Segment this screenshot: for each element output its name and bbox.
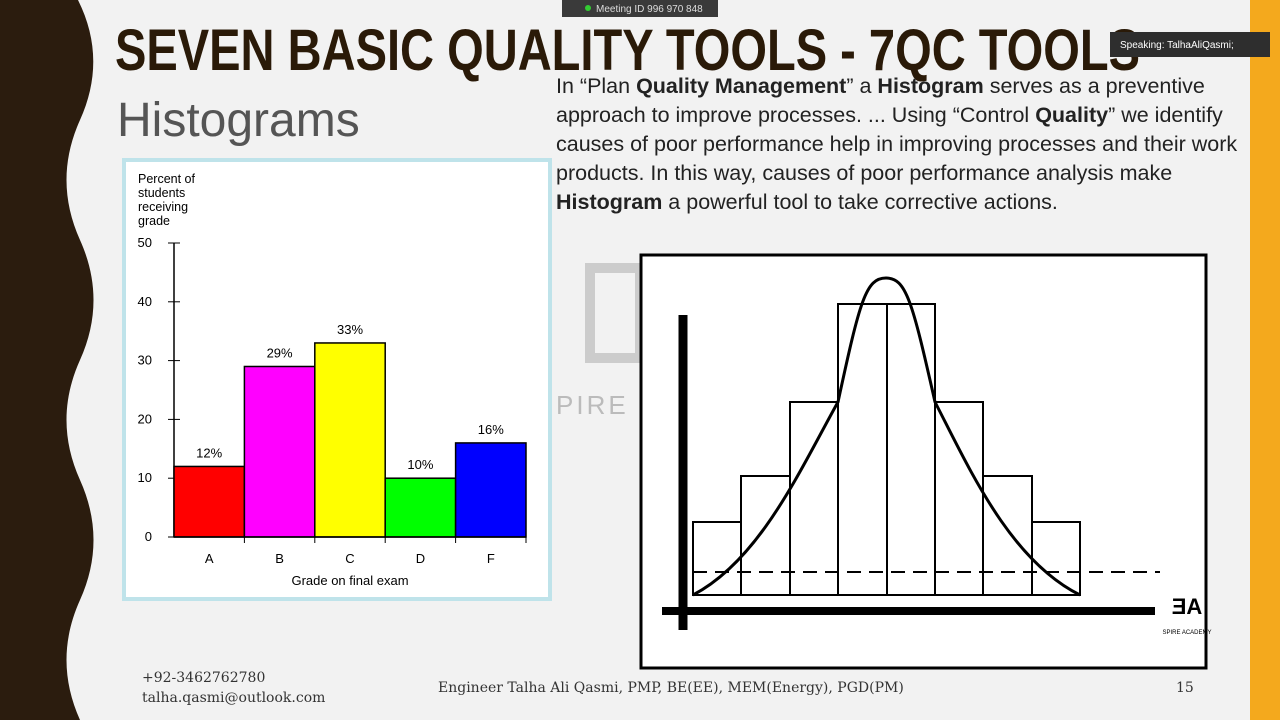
- speaking-text: Speaking: TalhaAliQasmi;: [1120, 40, 1234, 51]
- status-dot: [585, 5, 591, 11]
- x-tick-label: D: [416, 551, 425, 566]
- footer-email: talha.qasmi@outlook.com: [142, 690, 326, 706]
- bar: [384, 477, 457, 538]
- value-label: 33%: [337, 322, 363, 337]
- normal-curve: [692, 276, 1081, 597]
- paragraph-segment: Histogram: [556, 190, 663, 214]
- paragraph-segment: a powerful tool to take corrective actio…: [662, 190, 1058, 214]
- body-paragraph: In “Plan Quality Management” a Histogram…: [556, 72, 1250, 217]
- paragraph-segment: ” a: [846, 74, 878, 98]
- x-tick-label: B: [275, 551, 284, 566]
- x-tick-label: A: [205, 551, 214, 566]
- left-border: [0, 0, 94, 720]
- value-label: 12%: [196, 445, 222, 460]
- y-tick-label: 10: [138, 470, 152, 485]
- right-border: [1250, 0, 1280, 720]
- speaking-indicator: [1110, 32, 1270, 57]
- meeting-id: Meeting ID 996 970 848: [596, 4, 703, 15]
- x-tick-label: F: [487, 551, 495, 566]
- paragraph-segment: serves as a preventive approach to impro…: [556, 74, 1205, 127]
- value-label: 29%: [267, 345, 293, 360]
- logo-caption: SPIRE ACADEMY: [1162, 630, 1211, 636]
- y-tick-label: 20: [138, 411, 152, 426]
- y-tick-label: 30: [138, 353, 152, 368]
- y-axis-title: receiving: [138, 200, 188, 214]
- meeting-id-bar: [562, 0, 718, 17]
- bar: [454, 442, 527, 538]
- paragraph-segment: Quality Management: [636, 74, 847, 98]
- paragraph-segment: Quality: [1035, 103, 1109, 127]
- y-tick-label: 50: [138, 235, 152, 250]
- bar: [173, 465, 246, 538]
- x-tick-label: C: [345, 551, 354, 566]
- footer-author: Engineer Talha Ali Qasmi, PMP, BE(EE), M…: [438, 680, 904, 696]
- y-axis-title: students: [138, 186, 185, 200]
- slide-subtitle: Histograms: [117, 94, 360, 147]
- y-tick-label: 40: [138, 294, 152, 309]
- bar: [314, 342, 386, 538]
- paragraph-segment: In “Plan: [556, 74, 637, 98]
- y-axis-title: grade: [138, 214, 170, 228]
- value-label: 10%: [407, 457, 433, 472]
- value-label: 16%: [478, 422, 504, 437]
- histogram-diagram: ƎA SPIRE ACADEMY: [639, 253, 1212, 670]
- page-number: 15: [1176, 680, 1194, 696]
- y-tick-label: 0: [145, 529, 152, 544]
- watermark: PIRE: [556, 390, 629, 420]
- logo-mark: ƎA: [1172, 594, 1203, 619]
- y-axis-title: Percent of: [138, 172, 196, 186]
- paragraph-segment: Histogram: [877, 74, 984, 98]
- x-axis-title: Grade on final exam: [291, 573, 408, 588]
- paragraph-segment: ” we identify causes of poor performance…: [556, 103, 1238, 185]
- bar: [243, 365, 316, 538]
- diagram-frame: [639, 253, 1208, 670]
- footer-phone: +92-3462762780: [142, 670, 266, 686]
- slide-title: SEVEN BASIC QUALITY TOOLS - 7QC TOOLS: [115, 18, 1140, 83]
